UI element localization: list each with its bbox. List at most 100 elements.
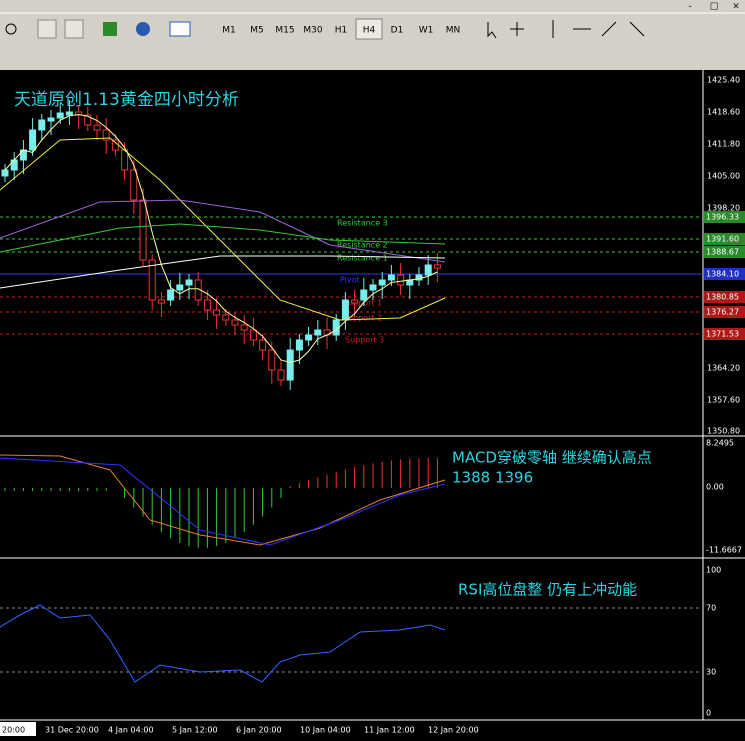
candle-body: [213, 309, 221, 316]
price-box: [704, 291, 745, 303]
timeframe-button[interactable]: H4: [363, 26, 376, 36]
ma-trend: [0, 255, 446, 289]
toolbar-icons: [5, 19, 645, 39]
time-label: 4 Jan 04:00: [108, 726, 154, 735]
timeframe-button[interactable]: M5: [250, 26, 264, 36]
time-cursor-box: [0, 722, 36, 736]
candle-body: [360, 289, 368, 301]
candle-body: [259, 339, 267, 351]
candle-body: [65, 111, 73, 116]
price-box-label: 1380.85: [706, 293, 739, 302]
ma-fast: [4, 113, 438, 364]
candle-body: [167, 289, 175, 301]
candle-body: [295, 339, 303, 351]
level-label: Support 2: [343, 314, 382, 323]
candle-body: [277, 369, 285, 381]
rsi-label: 30: [706, 668, 716, 677]
macd-label: -11.6667: [706, 546, 742, 555]
candle-body: [47, 117, 55, 122]
candle-body: [1, 169, 9, 177]
candle-body: [102, 129, 110, 141]
window-control[interactable]: -: [688, 2, 691, 12]
level-label: Pivot: [340, 276, 360, 285]
rsi-label: 70: [706, 604, 716, 613]
candle-body: [268, 349, 276, 371]
rsi-note: RSI高位盘整 仍有上冲动能: [458, 581, 637, 599]
candle-body: [424, 264, 432, 276]
candle-body: [10, 159, 18, 171]
candle-body: [231, 319, 239, 326]
candle-body: [148, 259, 156, 301]
time-label: 11 Jan 12:00: [364, 726, 415, 735]
window-control[interactable]: □: [710, 2, 719, 12]
candle-body: [378, 279, 386, 286]
timeframe-button[interactable]: MN: [446, 26, 461, 36]
macd-label: 8.2495: [706, 439, 734, 448]
level-label: Support 3: [345, 336, 384, 345]
price-box-label: 1376.27: [706, 308, 739, 317]
timeframe-button[interactable]: M30: [303, 26, 322, 36]
price-label: 1411.80: [707, 140, 740, 149]
candle-body: [305, 334, 313, 341]
ma-slow: [0, 199, 446, 263]
candle-body: [185, 279, 193, 286]
candle-body: [111, 139, 119, 151]
time-label: 12 Jan 20:00: [428, 726, 479, 735]
level-label: Resistance 3: [337, 219, 388, 228]
candle-body: [369, 284, 377, 291]
price-box: [704, 328, 745, 340]
ma-long: [0, 223, 446, 253]
price-box-label: 1396.33: [706, 213, 739, 222]
candle-body: [351, 299, 359, 304]
candle-body: [240, 324, 248, 331]
time-label: 5 Jan 12:00: [172, 726, 218, 735]
ma-mid: [0, 137, 446, 321]
candle-body: [387, 274, 395, 281]
price-label: 1398.20: [707, 204, 740, 213]
timeframe-button[interactable]: D1: [391, 26, 404, 36]
price-box-label: 1371.53: [706, 330, 739, 339]
price-box-label: 1388.67: [706, 248, 739, 257]
macd-main: [0, 457, 446, 546]
candle-body: [222, 314, 230, 321]
candle-body: [130, 169, 138, 201]
rsi-label: 0: [706, 709, 711, 718]
price-box-label: 1384.10: [706, 270, 739, 279]
price-label: 1405.00: [707, 172, 740, 181]
macd-note: 1388 1396: [452, 469, 533, 487]
price-label: 1425.40: [707, 76, 740, 85]
candle-body: [249, 329, 257, 341]
rsi-label: 100: [706, 566, 721, 575]
macd-signal: [0, 454, 446, 546]
chart-bg: [0, 70, 745, 737]
candle-body: [203, 299, 211, 311]
timeframe-button[interactable]: M15: [275, 26, 294, 36]
candle-body: [93, 124, 101, 131]
window-control[interactable]: ×: [732, 2, 740, 12]
time-label: 31 Dec 20:00: [45, 726, 99, 735]
price-box: [704, 211, 745, 223]
price-label: 1350.80: [707, 427, 740, 436]
timeframe-button[interactable]: M1: [222, 26, 236, 36]
active-timeframe: [355, 18, 383, 40]
price-box: [704, 268, 745, 280]
rsi-line: [0, 604, 446, 683]
price-box: [704, 306, 745, 318]
candle-body: [38, 119, 46, 131]
candle-body: [84, 114, 92, 126]
time-label: 20:00: [2, 726, 25, 735]
candle-body: [56, 112, 64, 119]
time-label: 6 Jan 20:00: [236, 726, 282, 735]
price-box: [704, 233, 745, 245]
timeframe-button[interactable]: H1: [335, 26, 348, 36]
candle-body: [397, 274, 405, 286]
level-label: Resistance 1: [337, 254, 388, 263]
candle-body: [157, 299, 165, 304]
level-label: Resistance 2: [337, 241, 388, 250]
macd-label: 0.00: [706, 483, 724, 492]
candle-body: [29, 129, 37, 151]
price-label: 1418.60: [707, 108, 740, 117]
level-label: Support 1: [343, 299, 382, 308]
price-box-label: 1391.60: [706, 235, 739, 244]
timeframe-button[interactable]: W1: [419, 26, 434, 36]
